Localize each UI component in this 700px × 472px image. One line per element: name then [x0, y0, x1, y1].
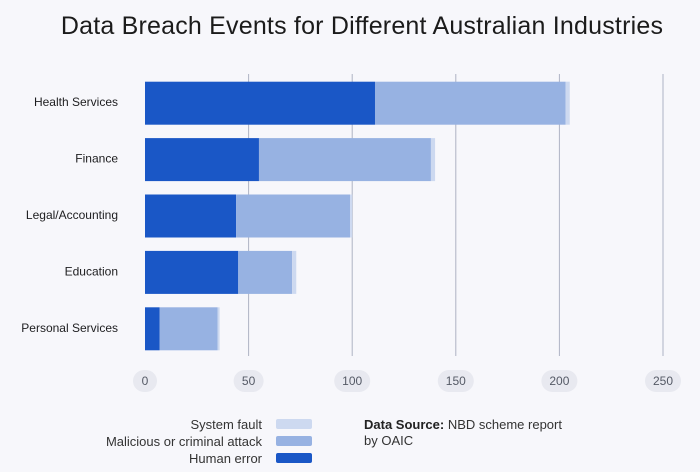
tick-pill-100 [334, 370, 371, 392]
bar-health-services-malicious-or-criminal-attack[interactable] [374, 81, 566, 125]
bars [145, 81, 570, 351]
tick-label-0: 0 [142, 374, 149, 388]
legend-item-system-fault[interactable]: System fault [60, 416, 312, 432]
bar-legal-accounting-malicious-or-criminal-attack[interactable] [236, 194, 351, 238]
legend-swatch [276, 453, 312, 463]
category-labels: Health Services Finance Legal/Accounting Ed… [21, 95, 118, 335]
bar-education-human-error[interactable] [145, 250, 239, 294]
bar-health-services-human-error[interactable] [145, 81, 375, 125]
bar-finance-system-fault[interactable] [430, 138, 436, 182]
category-label-finance: Finance [75, 152, 118, 166]
tick-label-150: 150 [446, 374, 466, 388]
bar-legal-accounting-human-error[interactable] [145, 194, 237, 238]
tick-pill-50 [233, 370, 264, 392]
bar-personal-services-malicious-or-criminal-attack[interactable] [159, 307, 218, 351]
x-axis-ticks: 0 50 100 150 200 250 [133, 370, 681, 392]
legend-label: System fault [190, 416, 262, 432]
data-source-note: Data Source: NBD scheme report by OAIC [364, 417, 564, 449]
legend-item-malicious-attack[interactable]: Malicious or criminal attack [60, 433, 312, 449]
bar-legal-accounting-system-fault[interactable] [350, 194, 353, 238]
bar-education-malicious-or-criminal-attack[interactable] [238, 250, 293, 294]
tick-pill-0 [133, 370, 157, 392]
data-source-text: NBD scheme report by OAIC [364, 417, 562, 448]
tick-label-250: 250 [653, 374, 673, 388]
legend-item-human-error[interactable]: Human error [60, 450, 312, 466]
legend-label: Malicious or criminal attack [105, 433, 262, 449]
bar-finance-malicious-or-criminal-attack[interactable] [258, 138, 431, 182]
bar-personal-services-human-error[interactable] [145, 307, 160, 351]
tick-label-100: 100 [342, 374, 362, 388]
category-label-health-services: Health Services [34, 95, 118, 109]
chart-title: Data Breach Events for Different Austral… [60, 12, 664, 40]
tick-label-200: 200 [549, 374, 569, 388]
bar-health-services-system-fault[interactable] [565, 81, 570, 125]
tick-pill-250 [645, 370, 681, 392]
bar-finance-human-error[interactable] [145, 138, 259, 182]
bar-education-system-fault[interactable] [292, 250, 297, 294]
legend-swatch [276, 436, 312, 446]
data-source-label: Data Source: [364, 417, 445, 432]
bar-personal-services-system-fault[interactable] [217, 307, 220, 351]
legend-swatch [276, 419, 312, 429]
tick-pill-150 [437, 370, 474, 392]
category-label-legal-accounting: Legal/Accounting [26, 208, 118, 222]
tick-label-50: 50 [242, 374, 256, 388]
tick-pill-200 [541, 370, 578, 392]
legend-label: Human error [189, 450, 262, 466]
category-label-personal-services: Personal Services [21, 321, 118, 335]
category-label-education: Education [65, 264, 118, 278]
